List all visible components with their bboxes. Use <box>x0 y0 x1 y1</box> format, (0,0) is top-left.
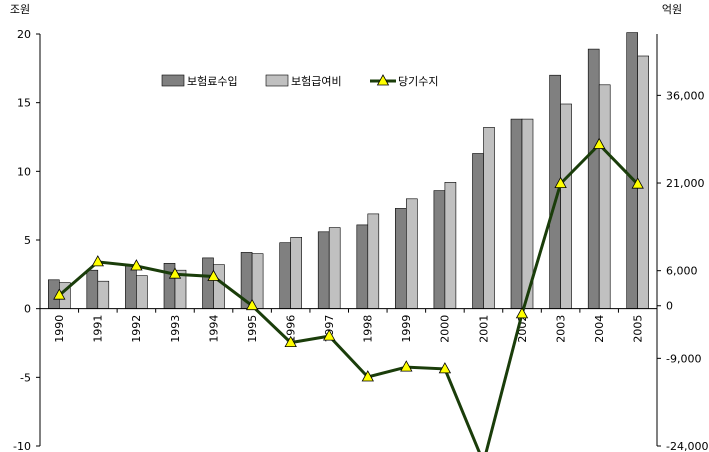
balance-point-2002 <box>515 307 529 319</box>
balance-point-1991 <box>91 255 104 267</box>
right-tick-label: -9,000 <box>666 352 701 365</box>
right-tick-label: 36,000 <box>666 89 705 102</box>
x-tick-label-1994: 1994 <box>207 315 220 343</box>
x-tick-label-2003: 2003 <box>554 315 567 343</box>
x-tick-label-1990: 1990 <box>53 315 66 343</box>
bar-benefit-1999 <box>405 198 418 310</box>
bar-benefit-1995 <box>251 253 264 309</box>
x-tick-label-1991: 1991 <box>92 315 105 343</box>
legend-label-benefit: 보험급여비 <box>291 75 342 88</box>
legend-label-balance: 당기수지 <box>398 75 438 88</box>
balance-point-1998 <box>361 370 374 382</box>
bar-benefit-1997 <box>328 227 341 309</box>
bars-layer <box>47 32 650 310</box>
left-tick-label: -10 <box>13 440 31 452</box>
balance-point-1996 <box>284 335 297 348</box>
left-tick-label: 0 <box>24 303 31 316</box>
balance-point-2005 <box>631 177 644 189</box>
balance-point-1994 <box>207 269 220 281</box>
balance-point-1999 <box>400 360 413 372</box>
bar-premium-1994 <box>202 257 214 309</box>
x-tick-label-1996: 1996 <box>285 315 298 343</box>
bar-benefit-2003 <box>560 103 572 309</box>
x-tick-label-2004: 2004 <box>593 315 606 343</box>
bar-premium-1996 <box>279 242 292 309</box>
balance-point-1993 <box>168 267 182 279</box>
x-tick-labels: 1990 1991 1992 1993 1994 1995 1996 1997 1998 1999… <box>53 315 644 343</box>
balance-point-1992 <box>130 259 143 271</box>
x-tick-label-2005: 2005 <box>632 315 645 343</box>
bar-premium-1998 <box>356 224 369 309</box>
bar-premium-1992 <box>125 265 137 310</box>
bar-premium-1993 <box>163 262 176 309</box>
balance-point-1990 <box>53 288 66 300</box>
legend: 보험료수입 보험급여비 당기수지 <box>161 74 438 88</box>
bar-benefit-1996 <box>290 237 303 310</box>
bar-benefit-2001 <box>483 127 495 310</box>
right-tick-label: -24,000 <box>666 440 708 452</box>
legend-swatch-benefit <box>265 74 289 87</box>
left-tick-label: 20 <box>17 28 31 41</box>
right-tick-label: 21,000 <box>666 177 705 190</box>
bar-premium-2004 <box>587 48 600 310</box>
balance-line-layer <box>53 137 644 452</box>
balance-point-1995 <box>245 298 259 311</box>
bar-premium-2000 <box>433 190 446 310</box>
bar-premium-1991 <box>86 269 99 310</box>
balance-point-2000 <box>438 362 452 374</box>
left-tick-label: 10 <box>17 165 31 178</box>
balance-point-2004 <box>593 137 606 149</box>
right-tick-label: 0 <box>666 300 673 313</box>
left-tick-label: -5 <box>20 371 31 384</box>
x-tick-label-1993: 1993 <box>169 315 182 343</box>
legend-label-premium: 보험료수입 <box>187 75 238 88</box>
left-tick-label: 5 <box>24 234 31 247</box>
legend-marker-balance <box>376 74 390 86</box>
x-tick-label-1999: 1999 <box>400 315 413 343</box>
left-tick-label: 15 <box>17 97 31 110</box>
legend-swatch-premium <box>161 74 185 87</box>
bar-benefit-1992 <box>136 275 148 310</box>
balance-point-1997 <box>323 329 336 341</box>
balance-point-2003 <box>554 176 567 189</box>
bar-benefit-1994 <box>213 264 225 309</box>
x-tick-label-2001: 2001 <box>477 315 490 343</box>
bar-premium-2005 <box>626 32 639 309</box>
bar-benefit-1998 <box>367 213 380 309</box>
bar-premium-2002 <box>510 118 523 309</box>
x-tick-label-1998: 1998 <box>362 315 375 343</box>
axes-layer: 20 15 10 5 0 -5 -10 36,000 21,000 6,000 0 -9,000 -24… <box>13 28 708 452</box>
left-axis-unit-label: 조원 <box>10 3 30 16</box>
bar-benefit-1991 <box>97 280 110 310</box>
bar-benefit-2004 <box>598 84 611 309</box>
bar-premium-2001 <box>472 153 484 309</box>
x-tick-label-1992: 1992 <box>130 315 143 343</box>
x-tick-label-2000: 2000 <box>439 315 452 343</box>
right-tick-label: 6,000 <box>666 265 698 278</box>
x-tick-label-1995: 1995 <box>246 315 259 343</box>
bar-premium-1997 <box>317 231 330 310</box>
bar-benefit-2000 <box>444 182 457 309</box>
balance-line <box>58 142 639 452</box>
bar-premium-1999 <box>394 208 407 309</box>
right-axis-unit-label: 억원 <box>662 3 682 16</box>
